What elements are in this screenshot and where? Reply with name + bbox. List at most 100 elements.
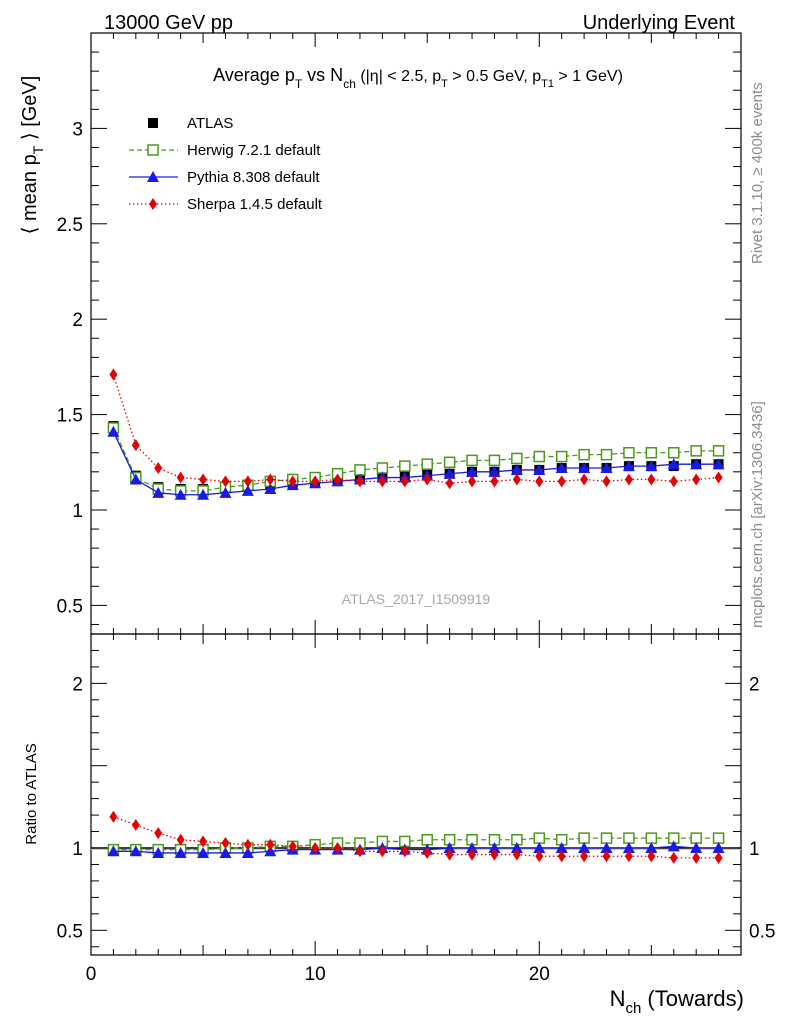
main-point-herwig [511,452,523,465]
ratio-point-sherpa [355,845,364,858]
main-point-pythia [129,473,142,485]
legend-label-sherpa: Sherpa 1.4.5 default [187,196,323,213]
main-point-pythia [510,463,523,475]
ratio-point-sherpa [490,848,499,861]
main-point-herwig [555,450,568,463]
ratio-point-herwig [600,832,613,844]
main-y-tick-label: 2.5 [57,215,83,236]
main-point-herwig [600,448,613,461]
main-point-sherpa [400,475,409,488]
main-point-pythia [555,462,568,474]
main-point-pythia [197,488,210,500]
ratio-line-herwig [113,837,719,851]
x-tick-label: 20 [529,964,550,985]
ratio-point-pythia [466,842,479,853]
ratio-y-axis-label: Ratio to ATLAS [23,743,40,844]
main-point-sherpa [714,471,723,484]
main-y-tick-label: 3 [72,119,83,140]
main-point-sherpa [176,471,185,484]
legend-label-atlas: ATLAS [187,115,233,132]
ratio-point-herwig [578,832,590,844]
main-panel: 0.5 1 1.5 2 2.5 3 [57,32,742,635]
ratio-point-pythia [219,846,232,858]
main-line-sherpa [112,374,719,484]
main-point-sherpa [266,473,275,486]
main-point-sherpa [378,475,387,488]
main-point-herwig [668,446,680,459]
ratio-point-sherpa [602,850,611,863]
mcplots-label: mcplots.cern.ch [arXiv:1306.3436] [749,401,766,628]
main-point-sherpa [311,475,320,488]
ratio-point-herwig [645,832,658,844]
main-point-sherpa [445,477,454,490]
ratio-point-pythia [555,842,568,853]
main-y-axis-label: ⟨ mean pT ⟩ [GeV] [19,76,46,235]
ratio-point-sherpa [288,840,297,853]
ratio-point-pythia [578,842,591,853]
main-point-sherpa [692,473,701,486]
legend-marker-pythia [147,171,159,182]
ratio-point-sherpa [176,833,185,846]
main-point-sherpa [669,475,678,488]
ratio-frame [90,633,742,956]
ratio-point-pythia [443,842,456,853]
main-point-herwig [354,464,366,476]
main-point-pythia [219,486,232,498]
legend-item-herwig: Herwig 7.2.1 default [129,142,321,159]
main-y-tick-label: 1 [72,501,83,522]
ratio-point-sherpa [378,845,387,858]
main-point-pythia [600,462,613,474]
legend-marker-sherpa [149,198,157,210]
ratio-point-pythia [622,842,635,853]
main-point-herwig [488,454,501,467]
main-point-herwig [376,462,389,474]
ratio-point-sherpa [109,810,118,823]
rivet-label: Rivet 3.1.10, ≥ 400k events [749,82,766,264]
ratio-point-herwig [421,834,433,846]
x-tick-label: 10 [305,964,326,985]
ratio-point-sherpa [266,838,275,851]
main-point-herwig [533,450,546,463]
ratio-point-pythia [645,842,658,853]
main-point-pythia [174,488,187,500]
main-point-sherpa [154,462,163,475]
main-point-herwig [443,456,456,469]
main-point-herwig [690,445,702,457]
ratio-point-sherpa [692,851,701,864]
ratio-point-sherpa [154,827,163,840]
ratio-point-sherpa [624,850,633,863]
main-point-sherpa [355,475,364,488]
main-point-herwig [623,446,635,459]
main-line-herwig [112,427,719,492]
analysis-reference: ATLAS_2017_I1509919 [342,591,491,607]
ratio-point-herwig [690,832,702,844]
main-point-sherpa [333,473,342,486]
ratio-point-herwig [712,832,725,844]
ratio-point-sherpa [423,846,432,859]
legend-label-pythia: Pythia 8.308 default [187,169,320,186]
ratio-point-pythia [712,842,725,853]
legend-item-sherpa: Sherpa 1.4.5 default [129,196,323,213]
main-point-sherpa [647,473,656,486]
main-point-sherpa [288,475,297,488]
main-point-sherpa [535,475,544,488]
ratio-line-sherpa [113,816,719,859]
main-point-sherpa [221,475,230,488]
ratio-point-sherpa [221,837,230,850]
main-point-pythia [264,482,277,494]
ratio-y-tick-label: 2 [72,674,83,695]
main-series-sherpa [109,368,723,490]
main-y-tick-label: 2 [72,310,83,331]
ratio-point-sherpa [199,835,208,848]
x-axis-label: Nch (Towards) [610,986,744,1017]
main-point-sherpa [423,473,432,486]
main-point-pythia [667,458,680,470]
ratio-line-pythia [113,845,719,854]
ratio-point-pythia [667,840,680,852]
main-point-pythia [712,458,725,470]
ratio-point-sherpa [669,851,678,864]
header-right: Underlying Event [583,12,736,34]
ratio-point-sherpa [243,838,252,851]
ratio-point-pythia [241,846,254,858]
